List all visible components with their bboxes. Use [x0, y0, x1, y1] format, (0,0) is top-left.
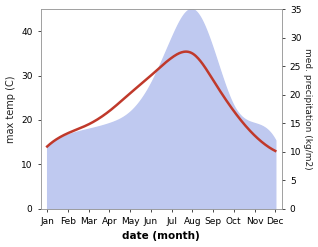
- Y-axis label: max temp (C): max temp (C): [5, 75, 16, 143]
- X-axis label: date (month): date (month): [122, 231, 200, 242]
- Y-axis label: med. precipitation (kg/m2): med. precipitation (kg/m2): [303, 48, 313, 170]
